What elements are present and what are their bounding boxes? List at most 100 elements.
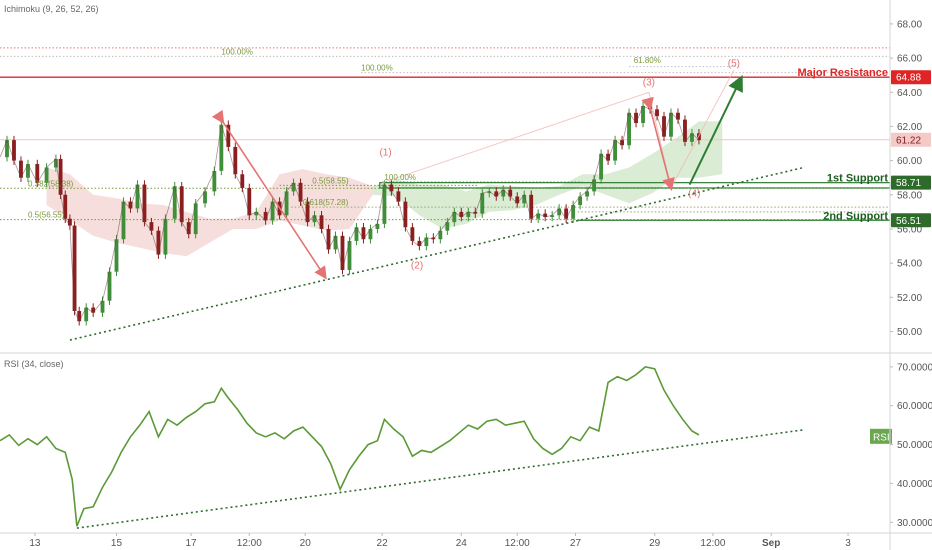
candle-body	[438, 230, 443, 240]
price-tick-label: 54.00	[897, 259, 922, 270]
target-arrow-green[interactable]	[688, 75, 743, 185]
candle-body	[84, 307, 89, 322]
candle-body	[368, 228, 373, 240]
candle-body	[529, 194, 534, 219]
candle-body	[494, 191, 499, 197]
first-support-value-tag-bg[interactable]	[891, 175, 931, 190]
price-tick-label: 56.00	[897, 224, 922, 235]
candle-body	[354, 227, 359, 241]
candle-body	[620, 140, 624, 146]
candle-body	[186, 222, 191, 235]
candle-body	[67, 218, 72, 226]
fibonacci-label: 0.5(56.55)	[28, 211, 65, 220]
candle-body	[172, 186, 177, 219]
candle-body	[326, 228, 331, 250]
fibonacci-label: 100.00%	[361, 64, 393, 73]
price-tick-label: 52.00	[897, 293, 922, 304]
candle-body	[424, 237, 429, 247]
price-tick-label: 62.00	[897, 122, 922, 133]
candle-body	[347, 240, 352, 270]
time-tick-label: 13	[29, 538, 41, 549]
candle-body	[19, 160, 23, 178]
candle-body	[361, 227, 366, 240]
current-price-tag-bg[interactable]	[891, 132, 931, 147]
rsi-tick-label: 60.0000	[897, 401, 932, 412]
candle-body	[389, 184, 394, 192]
move-arrow-red[interactable]	[641, 96, 675, 192]
candle-body	[53, 158, 58, 168]
rsi-tick-label: 40.0000	[897, 479, 932, 490]
candle-body	[128, 201, 133, 209]
time-tick-label: 12:00	[700, 538, 725, 549]
second-support-label: 2nd Support	[823, 210, 888, 222]
time-tick-label: 22	[377, 538, 389, 549]
rsi-tick-label: 70.0000	[897, 362, 932, 373]
time-tick-label: 17	[185, 538, 197, 549]
candle-body	[12, 140, 16, 161]
candle-body	[77, 310, 82, 322]
fibonacci-label: 0.382(58.38)	[28, 179, 74, 188]
candle-body	[585, 191, 590, 197]
major-resistance-value-tag: 64.88	[896, 73, 921, 84]
candle-body	[142, 184, 147, 223]
price-ascending-trendline[interactable]	[69, 166, 804, 341]
candle-body	[536, 213, 541, 219]
candle-body	[564, 208, 569, 219]
candle-body	[58, 158, 63, 195]
candle-body	[203, 191, 207, 204]
ichimoku-indicator-label[interactable]: Ichimoku (9, 26, 52, 26)	[4, 4, 99, 14]
candle-body	[375, 223, 380, 229]
rsi-tag-bg[interactable]	[870, 428, 892, 444]
candle-body	[382, 184, 387, 224]
rsi-line[interactable]	[0, 366, 700, 527]
time-tick-label: 12:00	[237, 538, 262, 549]
candle-body	[578, 196, 583, 206]
candle-body	[571, 205, 576, 219]
price-tick-label: 50.00	[897, 327, 922, 338]
candle-body	[163, 218, 168, 255]
candle-body	[676, 112, 680, 120]
rsi-pane[interactable]: RSI	[0, 366, 892, 529]
elliott-wave-label: (4)	[688, 189, 700, 200]
rsi-indicator-label[interactable]: RSI (34, close)	[4, 359, 64, 369]
elliott-wave-label: (3)	[643, 77, 655, 88]
move-arrow-red[interactable]	[211, 109, 327, 280]
candle-body	[487, 191, 492, 194]
candle-body	[91, 307, 96, 313]
price-close-line	[0, 105, 700, 323]
candle-body	[592, 179, 597, 192]
candle-body	[179, 186, 184, 223]
price-tick-label: 68.00	[897, 19, 922, 30]
candle-body	[410, 227, 415, 241]
fibonacci-label: 100.00%	[221, 47, 253, 56]
ichimoku-cloud-bullish	[372, 121, 723, 229]
candle-body	[26, 164, 30, 178]
rsi-tick-label: 50.0000	[897, 440, 932, 451]
candle-body	[44, 167, 49, 183]
candle-body	[634, 112, 638, 124]
price-tick-label: 66.00	[897, 54, 922, 65]
candle-body	[599, 153, 604, 180]
major-resistance-value-tag-bg[interactable]	[891, 70, 931, 85]
rsi-ascending-trendline[interactable]	[76, 429, 804, 529]
elliott-wave-label: (5)	[728, 59, 740, 70]
second-support-value-tag: 56.51	[896, 216, 921, 227]
candle-body	[135, 184, 140, 209]
candle-body	[107, 271, 112, 301]
time-tick-label: 3	[845, 538, 851, 549]
candle-body	[501, 189, 506, 197]
price-tick-label: 64.00	[897, 88, 922, 99]
candle-body	[557, 208, 562, 216]
candle-body	[683, 119, 687, 142]
candle-body	[550, 215, 555, 218]
candle-body	[333, 235, 338, 250]
fibonacci-label: 0.5(58.55)	[312, 176, 349, 185]
price-pane[interactable]: 100.00% 100.00% 0.382(58.38) 0.5(56.55) 0.5(…	[0, 47, 891, 341]
rsi-tag-label: RSI	[873, 432, 890, 443]
candle-body	[452, 211, 457, 223]
price-tick-label: 58.00	[897, 190, 922, 201]
elliott-wave-label: (1)	[379, 147, 391, 158]
candle-body	[445, 222, 450, 231]
second-support-value-tag-bg[interactable]	[891, 213, 931, 228]
